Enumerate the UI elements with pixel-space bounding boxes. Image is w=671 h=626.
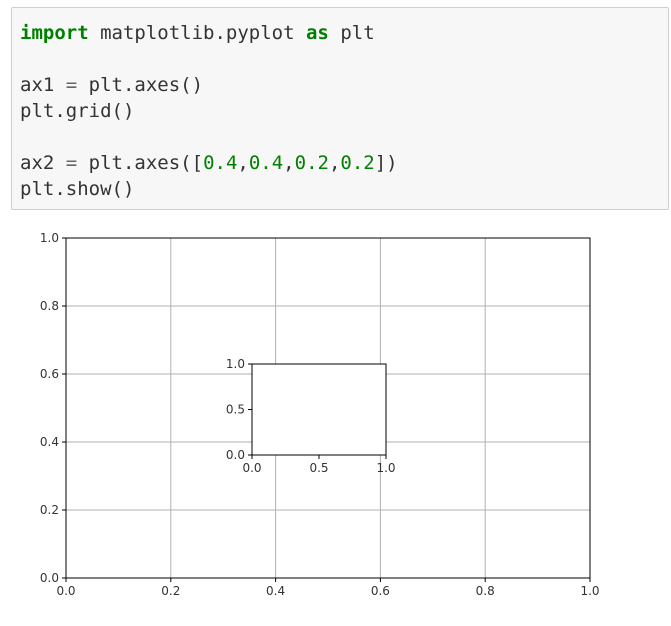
main-axes-frame xyxy=(65,237,591,579)
code-line: ax1 = plt.axes() xyxy=(20,74,203,96)
code-token: plt.axes() xyxy=(77,74,204,96)
code-token: ax2 xyxy=(20,152,66,174)
code-token: = xyxy=(65,152,78,174)
code-line: import matplotlib.pyplot as plt xyxy=(20,22,375,44)
figure: 0.0 0.2 0.4 0.6 0.8 1.00.00.20.40.60.81.00.0 0… xyxy=(40,231,600,598)
main-x-tick-label: 0.2 xyxy=(161,584,180,598)
inset-x-tick-label: 1.0 xyxy=(376,461,395,475)
code-token: = xyxy=(65,74,78,96)
inset-y-tick-label: 0.5 xyxy=(226,403,245,417)
inset-y-tick-label: 1.0 xyxy=(226,357,245,371)
code-token: ]) xyxy=(374,152,398,174)
code-line: plt.show() xyxy=(20,178,134,200)
code-token: as xyxy=(305,22,329,44)
code-token: plt.grid() xyxy=(20,100,135,122)
main-x-tick-label: 0.0 xyxy=(56,584,75,598)
code-token: matplotlib.pyplot xyxy=(88,22,306,44)
code-token: plt.axes([ xyxy=(77,152,204,174)
code-token: plt.show() xyxy=(20,178,135,200)
code-line: ax2 = plt.axes([0.4,0.4,0.2,0.2]) xyxy=(20,152,398,174)
main-y-tick-label: 0.8 xyxy=(40,299,59,313)
code-token: 0.2 xyxy=(294,152,329,174)
code-token: , xyxy=(237,152,249,174)
main-x-tick-label: 0.4 xyxy=(266,584,285,598)
main-x-tick-label: 0.8 xyxy=(476,584,495,598)
code-token: , xyxy=(328,152,341,174)
code-line: plt.grid() xyxy=(20,100,134,122)
code-token: import xyxy=(20,22,89,44)
main-y-tick-label: 0.4 xyxy=(40,435,59,449)
main-x-tick-label: 0.6 xyxy=(371,584,390,598)
inset-x-tick-label: 0.5 xyxy=(309,461,328,475)
code-token: 0.4 xyxy=(248,152,284,174)
main-x-tick-label: 1.0 xyxy=(580,584,599,598)
inset-axes-frame xyxy=(251,363,387,456)
main-y-tick-label: 0.0 xyxy=(40,571,59,585)
main-y-tick-label: 1.0 xyxy=(40,231,59,245)
inset-y-tick-label: 0.0 xyxy=(226,448,245,462)
main-y-tick-label: 0.6 xyxy=(40,367,59,381)
code-token: plt xyxy=(328,22,375,44)
inset-x-tick-label: 0.0 xyxy=(242,461,261,475)
code-token: 0.4 xyxy=(203,152,238,174)
main-y-tick-label: 0.2 xyxy=(40,503,59,517)
output-area: 0.0 0.2 0.4 0.6 0.8 1.0 0.0 0.2 0.4 0.6 0.8 1.0 0.0 0… xyxy=(0,218,671,622)
code-editor[interactable]: import matplotlib.pyplot as plt ax1 = pl… xyxy=(20,20,398,202)
code-cell[interactable]: import matplotlib.pyplot as plt ax1 = pl… xyxy=(11,7,669,210)
code-token: 0.2 xyxy=(340,152,375,174)
code-token: , xyxy=(283,152,295,174)
code-token: ax1 xyxy=(20,74,66,96)
